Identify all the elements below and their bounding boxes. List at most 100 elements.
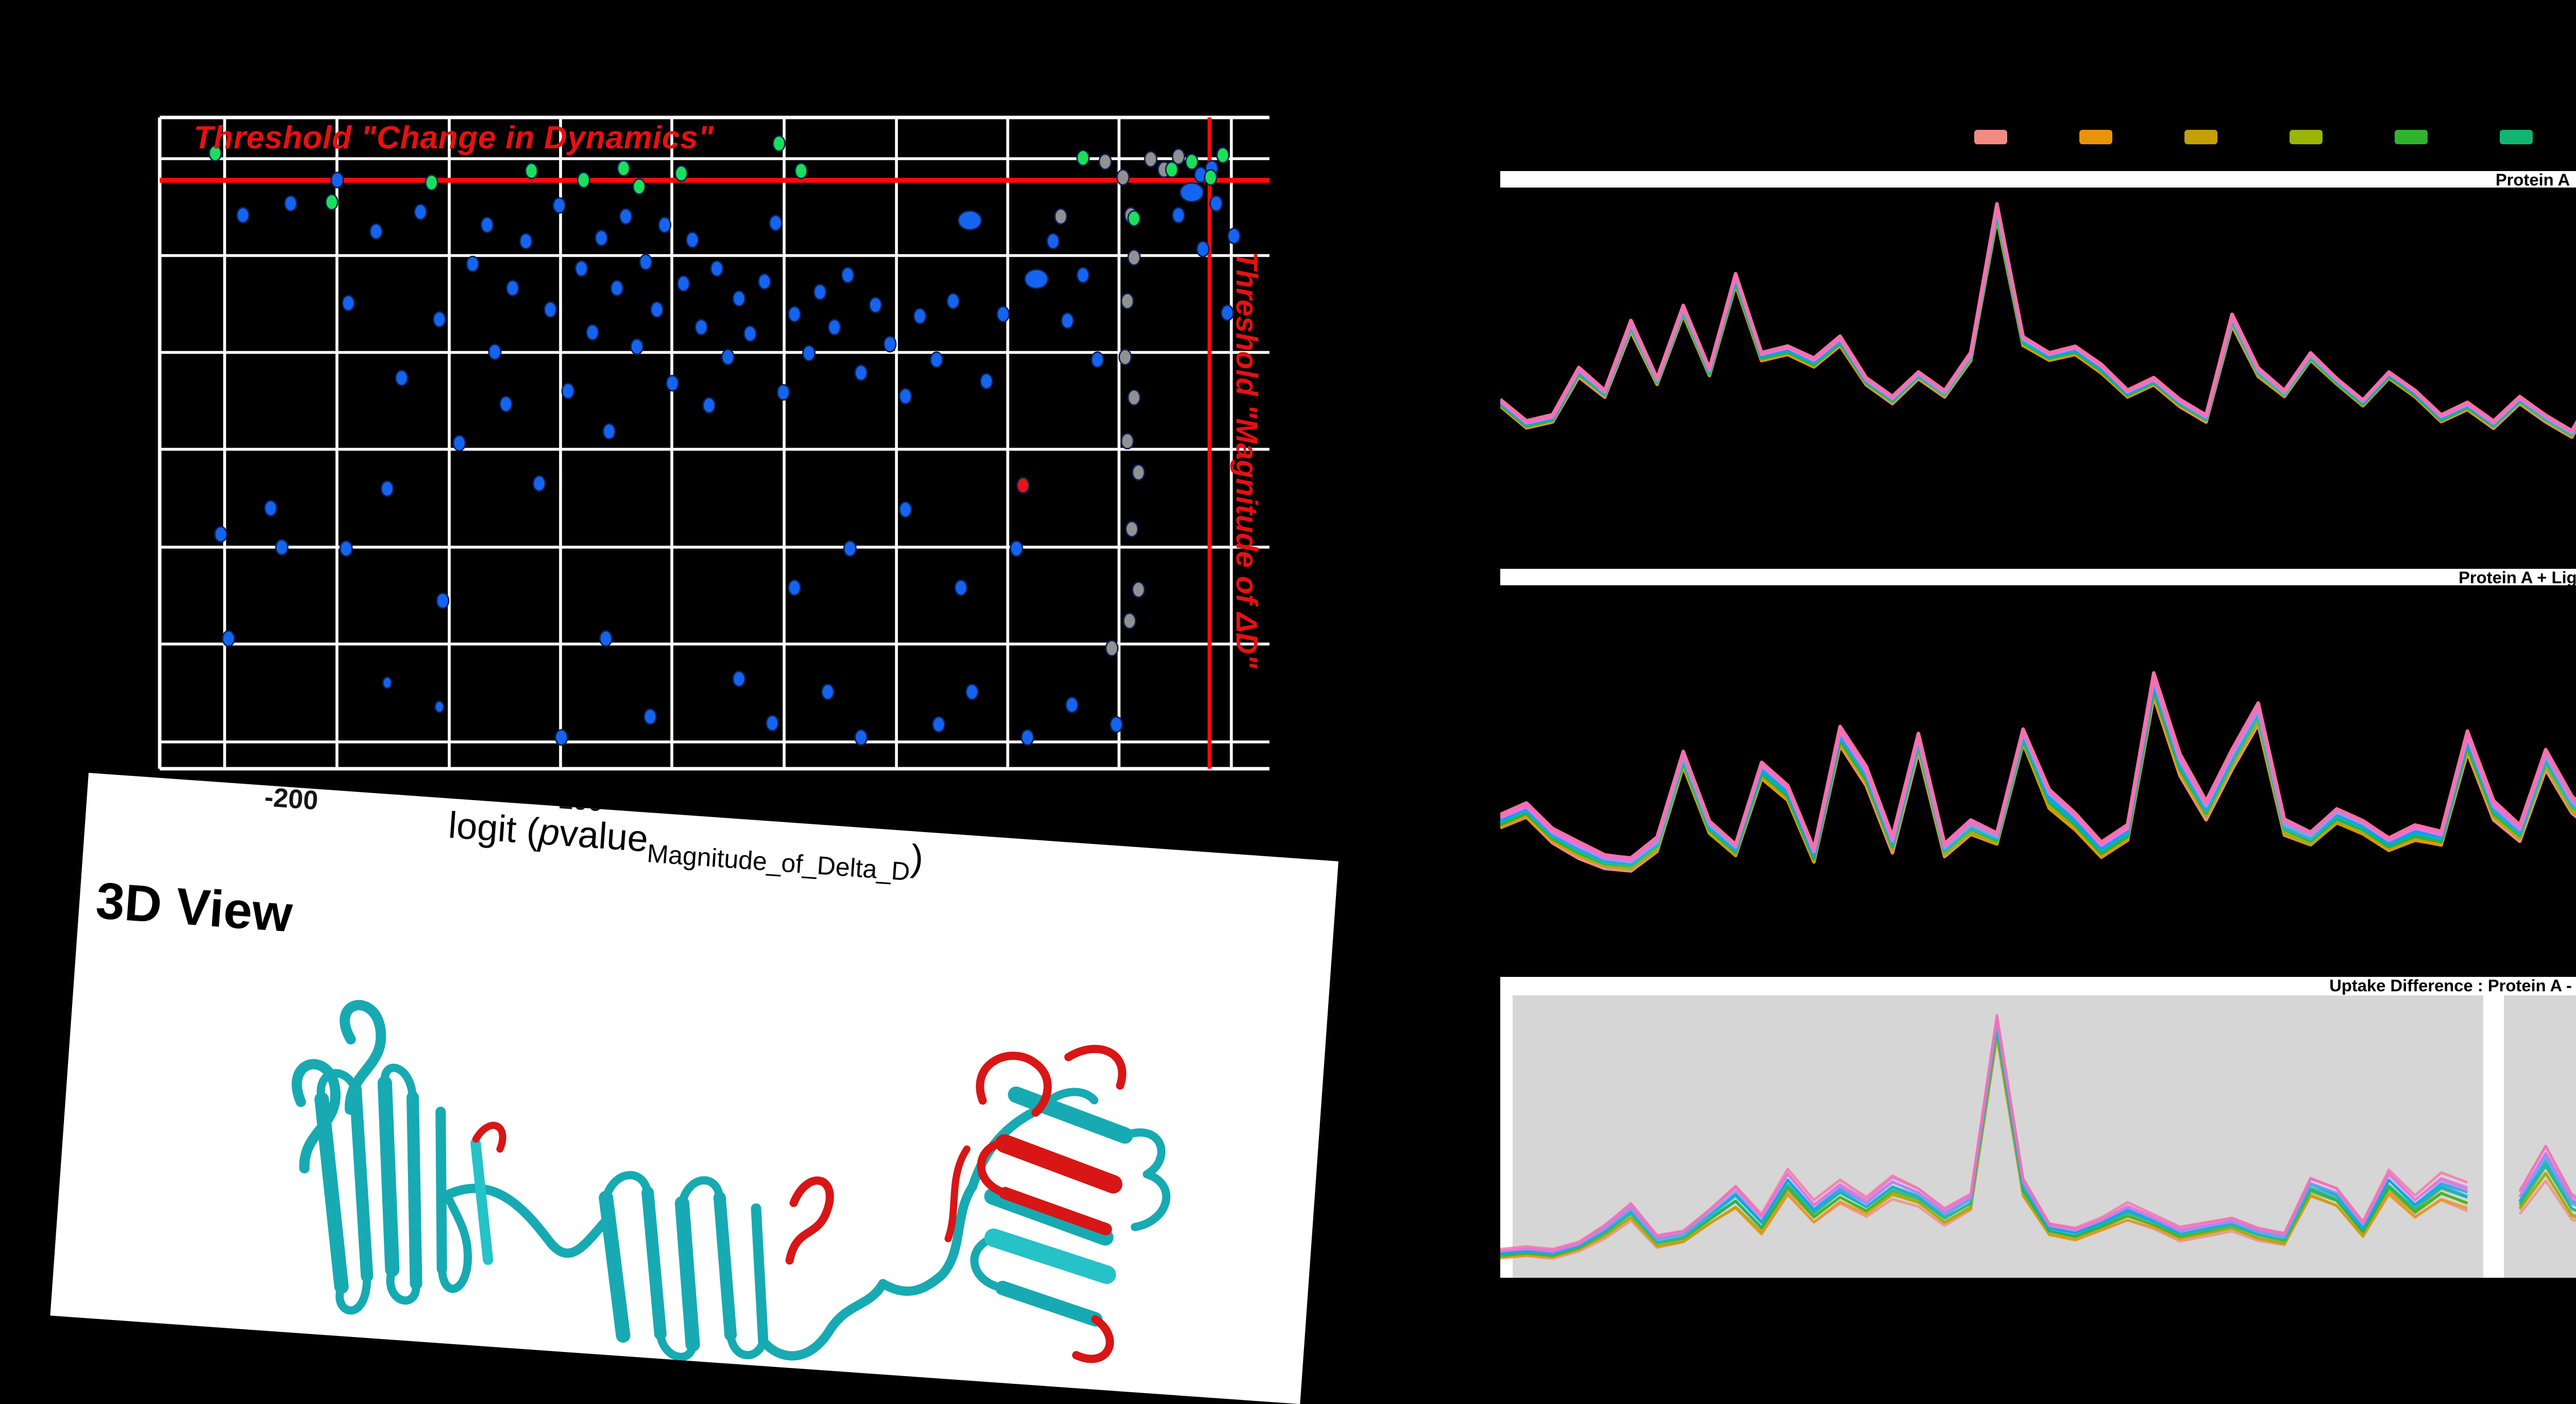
data-point-b[interactable] xyxy=(843,540,857,557)
data-point-b[interactable] xyxy=(721,348,735,366)
data-point-b[interactable] xyxy=(946,293,960,310)
data-point-b[interactable] xyxy=(769,214,783,231)
data-point-b[interactable] xyxy=(1076,266,1090,284)
data-point-b[interactable] xyxy=(883,335,897,353)
data-point-g[interactable] xyxy=(772,135,786,152)
legend-swatch-1[interactable] xyxy=(1974,130,2006,144)
data-point-b[interactable] xyxy=(275,539,289,556)
data-point-b[interactable] xyxy=(264,500,278,517)
data-point-b[interactable] xyxy=(380,480,394,497)
data-point-b[interactable] xyxy=(505,279,519,297)
data-point-b[interactable] xyxy=(630,338,644,356)
data-point-b[interactable] xyxy=(854,729,868,746)
data-point-b[interactable] xyxy=(1021,729,1035,746)
data-point-g[interactable] xyxy=(674,165,688,182)
data-point-g[interactable] xyxy=(1165,161,1179,178)
data-point-b[interactable] xyxy=(1046,232,1060,250)
data-point-b[interactable] xyxy=(821,683,835,701)
data-point-a[interactable] xyxy=(1054,208,1068,225)
data-point-b[interactable] xyxy=(1179,182,1205,203)
data-point-b[interactable] xyxy=(222,630,235,647)
legend-swatch-6[interactable] xyxy=(2500,130,2532,144)
data-point-g[interactable] xyxy=(1076,149,1090,166)
data-point-b[interactable] xyxy=(544,301,557,318)
data-point-b[interactable] xyxy=(561,382,575,400)
data-point-b[interactable] xyxy=(599,630,613,647)
data-point-g[interactable] xyxy=(794,162,808,179)
data-point-g[interactable] xyxy=(524,162,538,179)
uptake-difference-chart[interactable] xyxy=(1500,995,2576,1278)
data-point-b[interactable] xyxy=(854,364,868,381)
data-point-a[interactable] xyxy=(1127,249,1141,266)
data-point-g[interactable] xyxy=(425,174,438,191)
data-point-b[interactable] xyxy=(488,343,502,361)
data-point-b[interactable] xyxy=(432,311,446,328)
data-point-g[interactable] xyxy=(208,145,222,162)
data-point-b[interactable] xyxy=(284,195,298,212)
data-point-r[interactable] xyxy=(1016,477,1030,494)
data-point-b[interactable] xyxy=(932,716,946,733)
data-point-b[interactable] xyxy=(1060,312,1074,329)
data-point-a[interactable] xyxy=(1105,639,1119,657)
data-point-a[interactable] xyxy=(1098,153,1112,171)
data-point-g[interactable] xyxy=(1127,210,1141,227)
data-point-b[interactable] xyxy=(369,223,383,240)
data-point-b[interactable] xyxy=(710,260,724,277)
data-point-a[interactable] xyxy=(1144,150,1158,168)
data-point-b[interactable] xyxy=(330,172,344,189)
data-point-b[interactable] xyxy=(214,526,228,543)
data-point-b[interactable] xyxy=(802,345,816,362)
legend-swatch-5[interactable] xyxy=(2395,130,2427,144)
data-point-b[interactable] xyxy=(869,296,883,314)
data-point-a[interactable] xyxy=(1121,433,1134,450)
data-point-b[interactable] xyxy=(965,683,979,701)
data-point-a[interactable] xyxy=(1121,293,1134,310)
data-point-b[interactable] xyxy=(480,216,494,233)
data-point-b[interactable] xyxy=(595,229,608,247)
data-point-b[interactable] xyxy=(519,232,533,250)
data-point-a[interactable] xyxy=(1123,612,1137,630)
data-point-g[interactable] xyxy=(1216,147,1230,164)
data-point-g[interactable] xyxy=(632,178,646,195)
data-point-a[interactable] xyxy=(1118,348,1132,366)
data-point-b[interactable] xyxy=(827,318,841,336)
legend-swatch-3[interactable] xyxy=(2184,130,2216,144)
data-point-b[interactable] xyxy=(1196,241,1210,258)
data-point-a[interactable] xyxy=(1131,581,1145,598)
data-point-b[interactable] xyxy=(776,384,790,401)
data-point-b[interactable] xyxy=(452,434,466,452)
data-point-g[interactable] xyxy=(577,172,590,189)
data-point-b[interactable] xyxy=(552,197,566,214)
data-point-b[interactable] xyxy=(954,579,968,596)
data-point-b[interactable] xyxy=(685,231,699,248)
data-point-b[interactable] xyxy=(929,351,943,368)
data-point-b[interactable] xyxy=(434,700,445,714)
data-point-a[interactable] xyxy=(1125,520,1139,538)
data-point-g[interactable] xyxy=(325,194,338,211)
data-point-g[interactable] xyxy=(1185,153,1199,171)
data-point-b[interactable] xyxy=(395,369,409,386)
data-point-b[interactable] xyxy=(788,306,802,323)
data-point-b[interactable] xyxy=(813,283,827,300)
data-point-b[interactable] xyxy=(676,275,690,292)
data-point-b[interactable] xyxy=(342,295,355,312)
data-point-b[interactable] xyxy=(1227,227,1241,245)
data-point-g[interactable] xyxy=(617,160,631,177)
data-point-b[interactable] xyxy=(1109,716,1123,733)
data-point-b[interactable] xyxy=(899,387,912,405)
legend-swatch-4[interactable] xyxy=(2290,130,2321,144)
data-point-b[interactable] xyxy=(788,579,802,596)
data-point-b[interactable] xyxy=(643,708,657,725)
data-point-b[interactable] xyxy=(1065,696,1079,714)
data-point-b[interactable] xyxy=(979,373,993,390)
data-point-b[interactable] xyxy=(339,540,353,557)
data-point-a[interactable] xyxy=(1172,148,1185,165)
data-point-b[interactable] xyxy=(532,475,546,492)
data-point-b[interactable] xyxy=(732,670,746,687)
data-point-b[interactable] xyxy=(414,204,428,221)
data-point-b[interactable] xyxy=(757,273,771,290)
data-point-b[interactable] xyxy=(436,592,450,610)
data-point-a[interactable] xyxy=(1127,389,1141,406)
data-point-b[interactable] xyxy=(913,308,927,325)
data-point-b[interactable] xyxy=(694,318,708,336)
